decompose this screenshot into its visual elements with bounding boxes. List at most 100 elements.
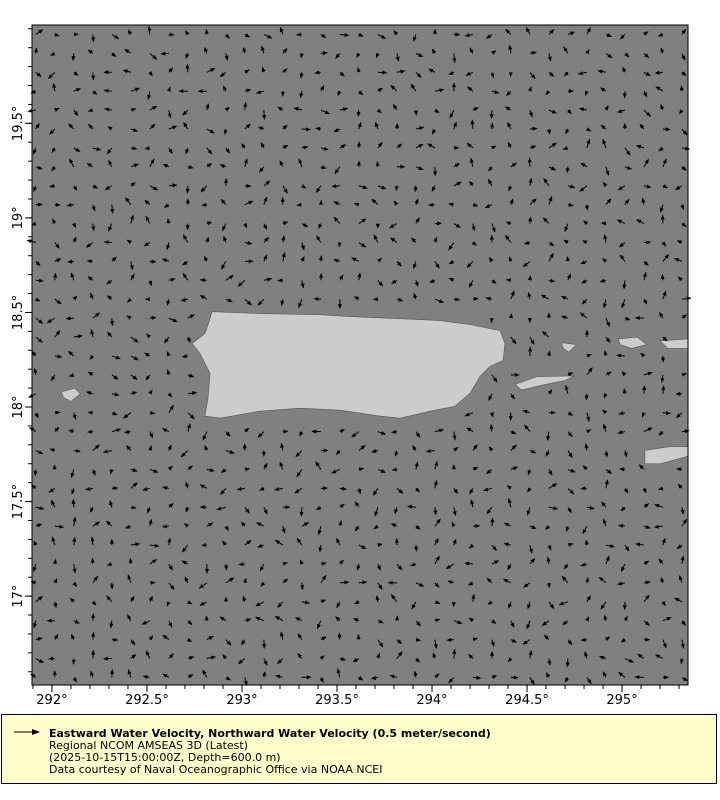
legend-title: Eastward Water Velocity, Northward Water… [49, 727, 491, 740]
velocity-vector [471, 241, 477, 246]
velocity-vector [296, 469, 303, 478]
velocity-vector [71, 633, 76, 640]
velocity-vector [448, 277, 455, 282]
velocity-vector [580, 162, 588, 168]
velocity-vector [130, 146, 138, 151]
land-mona [61, 387, 81, 402]
velocity-vector [149, 558, 158, 565]
velocity-vector [333, 128, 341, 133]
velocity-vector [377, 619, 384, 624]
axes: 292° 292.5° 293° 293.5° 294° 294.5° 295° 17° 17.… [11, 28, 680, 708]
velocity-vector [601, 501, 607, 508]
velocity-vector [185, 63, 190, 73]
velocity-vector [529, 336, 535, 346]
velocity-vector [130, 468, 138, 472]
velocity-vector [657, 486, 664, 491]
velocity-vector [282, 124, 288, 130]
velocity-vector [602, 181, 608, 187]
velocity-vector [507, 121, 512, 130]
velocity-vector [110, 204, 115, 215]
velocity-vector [91, 72, 96, 81]
velocity-vector [149, 123, 156, 130]
velocity-vector [225, 577, 235, 584]
velocity-vector [339, 71, 345, 77]
velocity-vector [470, 499, 475, 508]
velocity-vector [294, 487, 303, 494]
velocity-vector [72, 563, 77, 574]
x-tick-label: 292° [36, 693, 67, 708]
velocity-vector [147, 25, 152, 35]
velocity-vector [254, 616, 265, 622]
velocity-vector [396, 261, 402, 267]
velocity-vector [222, 223, 227, 232]
velocity-vector [601, 409, 608, 415]
velocity-vector [472, 444, 478, 451]
velocity-vector [396, 69, 406, 74]
velocity-vector [263, 34, 273, 39]
velocity-vector [279, 26, 284, 35]
velocity-vector [124, 197, 132, 205]
velocity-vector [414, 198, 419, 205]
velocity-vector [509, 198, 514, 205]
velocity-vector [491, 223, 496, 233]
velocity-vector [274, 487, 283, 492]
y-tick-label: 18° [11, 395, 26, 418]
velocity-vector [300, 255, 305, 262]
velocity-vector [335, 450, 341, 456]
velocity-vector [111, 374, 119, 380]
velocity-vector [681, 28, 687, 35]
velocity-vector [206, 655, 217, 660]
x-tick-label: 292.5° [125, 693, 169, 708]
velocity-vector [434, 537, 439, 546]
velocity-vector [585, 576, 590, 583]
velocity-vector [149, 105, 158, 111]
velocity-vector [243, 577, 247, 584]
velocity-vector [487, 600, 493, 605]
velocity-vector [187, 165, 194, 170]
velocity-vector [180, 450, 189, 458]
velocity-vector [655, 86, 664, 92]
velocity-vector [142, 675, 150, 679]
velocity-vector [54, 354, 63, 359]
velocity-vector [187, 600, 193, 605]
velocity-vector [236, 486, 245, 491]
y-tick-label: 19.5° [11, 106, 26, 141]
velocity-vector [130, 595, 135, 603]
velocity-vector [490, 639, 495, 648]
velocity-vector [166, 369, 171, 375]
velocity-vector [54, 298, 62, 305]
velocity-vector [448, 242, 455, 251]
velocity-vector [122, 69, 131, 74]
velocity-vector [130, 639, 136, 646]
velocity-vector [166, 242, 171, 251]
velocity-vector [301, 600, 311, 605]
velocity-vector [73, 147, 81, 153]
velocity-vector [567, 487, 575, 495]
velocity-vector [541, 331, 550, 338]
velocity-vector [564, 677, 569, 683]
velocity-vector [166, 217, 171, 224]
velocity-vector [434, 108, 440, 113]
velocity-vector [486, 506, 493, 515]
velocity-vector [333, 201, 341, 206]
velocity-vector [472, 675, 482, 680]
velocity-vector [681, 676, 689, 682]
velocity-vector [529, 126, 538, 131]
velocity-vector [352, 618, 360, 623]
velocity-vector [72, 412, 77, 421]
velocity-vector [602, 671, 607, 678]
velocity-vector [149, 580, 156, 585]
velocity-vector [92, 312, 101, 319]
velocity-vector [415, 525, 421, 530]
velocity-vector [130, 482, 138, 489]
velocity-vector [643, 158, 649, 168]
velocity-vector [206, 128, 216, 134]
velocity-vector [452, 648, 457, 659]
velocity-vector [166, 86, 171, 92]
velocity-vector [244, 33, 251, 38]
velocity-vector [111, 428, 122, 433]
velocity-vector [262, 670, 267, 678]
velocity-vector [53, 272, 58, 281]
velocity-vector [429, 278, 436, 283]
velocity-vector [377, 185, 387, 190]
